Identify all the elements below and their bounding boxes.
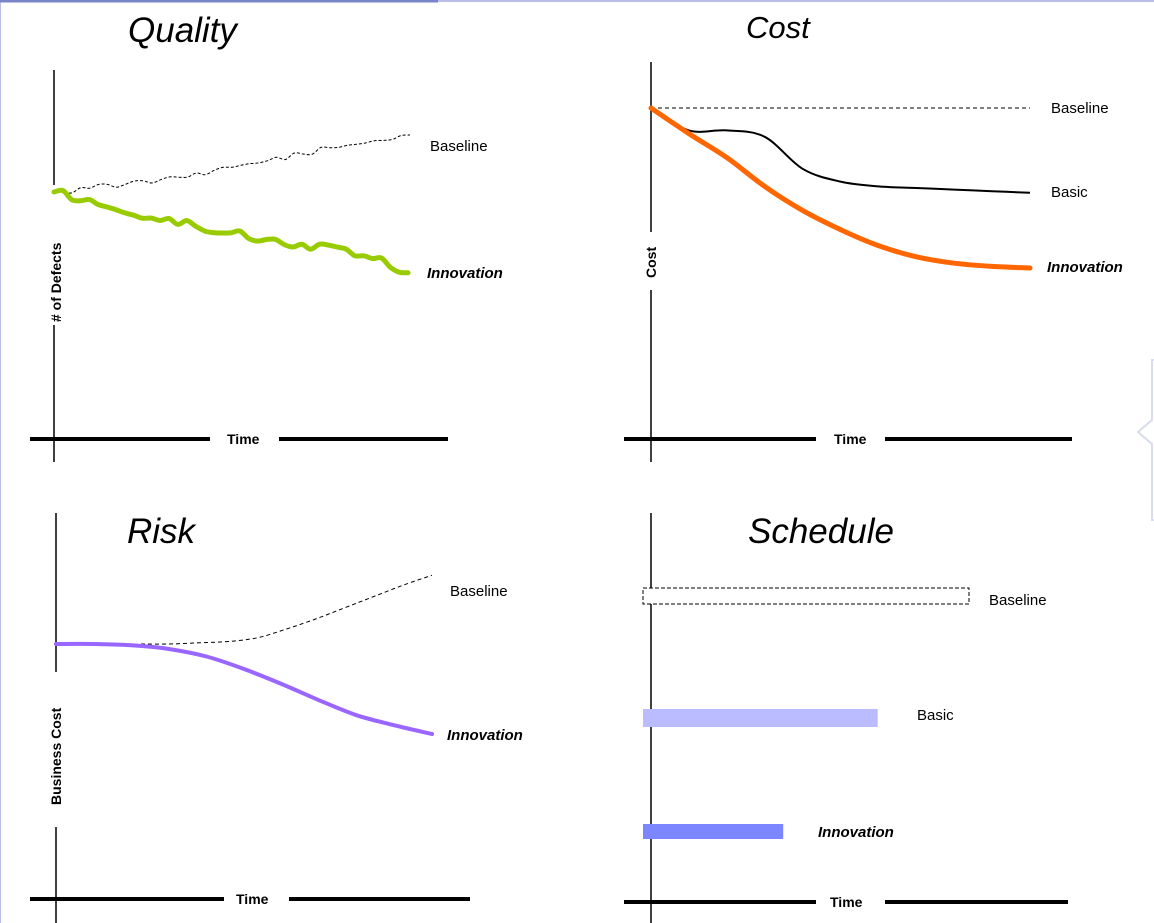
schedule-x-axis-label: Time bbox=[830, 894, 863, 910]
cost-basic-line bbox=[650, 107, 1031, 194]
risk-baseline-label: Baseline bbox=[450, 583, 508, 600]
quality-panel: Quality # of Defects Time Baseline Innov… bbox=[30, 11, 503, 462]
risk-baseline-line bbox=[140, 574, 433, 645]
schedule-baseline-label: Baseline bbox=[989, 592, 1047, 609]
quality-innovation-line bbox=[51, 187, 411, 276]
schedule-basic-bar bbox=[643, 709, 878, 727]
risk-title: Risk bbox=[127, 512, 197, 551]
risk-panel: Risk Business Cost Time Baseline Innovat… bbox=[30, 512, 523, 923]
cost-panel: Cost Cost Time Baseline Basic Innovation bbox=[624, 10, 1123, 462]
quality-baseline-label: Baseline bbox=[430, 138, 488, 155]
risk-innovation-line bbox=[54, 641, 434, 736]
quality-y-axis-label: # of Defects bbox=[48, 242, 64, 322]
schedule-innovation-bar bbox=[643, 824, 784, 839]
risk-innovation-label: Innovation bbox=[447, 727, 523, 744]
cost-innovation-line bbox=[648, 105, 1033, 271]
cost-x-axis-label: Time bbox=[834, 431, 867, 447]
slide-right-tab bbox=[1136, 359, 1154, 521]
cost-title: Cost bbox=[746, 10, 811, 45]
schedule-title: Schedule bbox=[748, 512, 894, 551]
quality-baseline-line bbox=[53, 134, 411, 194]
quality-x-axis-label: Time bbox=[227, 431, 260, 447]
schedule-innovation-label: Innovation bbox=[818, 824, 894, 841]
schedule-basic-label: Basic bbox=[917, 707, 954, 724]
cost-baseline-label: Baseline bbox=[1051, 100, 1109, 117]
cost-basic-label: Basic bbox=[1051, 184, 1088, 201]
risk-x-axis-label: Time bbox=[236, 891, 269, 907]
schedule-panel: Schedule Time Baseline Basic Innovation bbox=[624, 512, 1068, 923]
cost-y-axis-label: Cost bbox=[643, 247, 659, 278]
quality-innovation-label: Innovation bbox=[427, 265, 503, 282]
quality-title: Quality bbox=[128, 11, 239, 50]
schedule-baseline-bar bbox=[642, 587, 970, 605]
risk-y-axis-label: Business Cost bbox=[48, 707, 64, 805]
cost-innovation-label: Innovation bbox=[1047, 259, 1123, 276]
